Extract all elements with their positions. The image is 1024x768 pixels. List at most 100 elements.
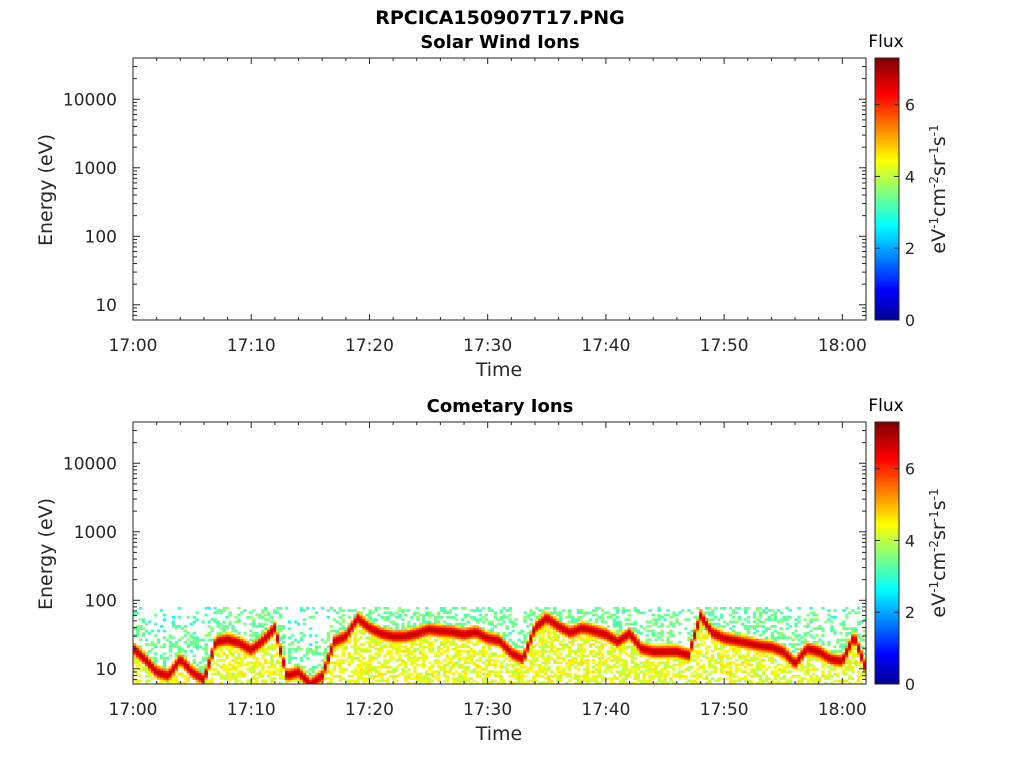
heatmap-cell	[842, 668, 846, 671]
heatmap-cell	[419, 645, 423, 649]
heatmap-cell	[538, 645, 542, 649]
heatmap-cell	[594, 634, 599, 637]
heatmap-cell	[752, 631, 757, 635]
heatmap-cell	[779, 681, 783, 685]
heatmap-cell	[818, 638, 822, 642]
heatmap-cell	[740, 643, 745, 646]
heatmap-cell	[493, 613, 497, 617]
heatmap-cell	[445, 622, 450, 626]
heatmap-cell	[532, 627, 536, 630]
heatmap-cell	[514, 650, 518, 653]
heatmap-cell	[663, 652, 667, 655]
heatmap-cell	[669, 645, 673, 649]
heatmap-cell	[720, 613, 724, 617]
heatmap-cell	[451, 634, 456, 637]
heatmap-cell	[779, 627, 783, 630]
heatmap-cell	[493, 638, 497, 642]
heatmap-cell	[845, 661, 849, 664]
heatmap-cell	[803, 647, 807, 651]
heatmap-cell	[365, 629, 369, 633]
heatmap-cell	[737, 618, 742, 621]
heatmap-cell	[541, 645, 545, 649]
heatmap-cell	[660, 631, 664, 635]
heatmap-cell	[481, 652, 485, 655]
heatmap-cell	[752, 620, 757, 624]
heatmap-cell	[612, 674, 617, 678]
heatmap-cell	[281, 636, 286, 640]
heatmap-cell	[731, 650, 736, 653]
heatmap-cell	[231, 663, 235, 667]
heatmap-cell	[821, 606, 825, 610]
heatmap-cell	[222, 665, 226, 669]
heatmap-cell	[609, 650, 614, 653]
heatmap-cell	[761, 681, 766, 685]
heatmap-cell	[401, 645, 405, 649]
heatmap-cell	[553, 674, 557, 678]
heatmap-cell	[177, 638, 182, 642]
heatmap-cell	[228, 613, 232, 617]
heatmap-cell	[532, 611, 536, 615]
heatmap-cell	[672, 659, 676, 662]
heatmap-cell	[478, 634, 483, 637]
heatmap-cell	[433, 625, 438, 628]
heatmap-cell	[264, 609, 268, 612]
heatmap-cell	[341, 636, 345, 640]
heatmap-cell	[550, 625, 554, 628]
heatmap-cell	[261, 640, 265, 644]
heatmap-cell	[505, 652, 509, 655]
heatmap-cell	[717, 638, 721, 642]
heatmap-cell	[198, 681, 202, 685]
heatmap-cell	[565, 627, 569, 630]
heatmap-cell	[472, 670, 477, 674]
heatmap-cell	[380, 627, 384, 630]
heatmap-cell	[133, 634, 137, 637]
heatmap-cell	[731, 661, 736, 664]
heatmap-cell	[422, 654, 426, 658]
heatmap-cell	[353, 622, 357, 626]
heatmap-cell	[326, 661, 331, 664]
heatmap-cell	[711, 631, 715, 635]
heatmap-cell	[582, 627, 587, 630]
heatmap-cell	[427, 631, 432, 635]
heatmap-cell	[597, 656, 602, 660]
heatmap-cell	[693, 629, 697, 633]
heatmap-cell	[788, 609, 792, 612]
heatmap-cell	[559, 640, 563, 644]
heatmap-cell	[198, 661, 202, 664]
heatmap-cell	[398, 629, 402, 633]
heatmap-cell	[854, 638, 858, 642]
heatmap-cell	[579, 629, 584, 633]
heatmap-cell	[249, 634, 253, 637]
heatmap-cell	[499, 665, 503, 669]
heatmap-cell	[597, 668, 602, 671]
heatmap-cell	[746, 620, 751, 624]
heatmap-cell	[192, 670, 196, 674]
heatmap-cell	[416, 625, 420, 628]
heatmap-cell	[669, 665, 673, 669]
heatmap-cell	[594, 677, 599, 680]
heatmap-cell	[508, 609, 512, 612]
heatmap-cell	[264, 638, 268, 642]
heatmap-cell	[410, 615, 414, 619]
figure-title: RPCICA150907T17.PNG	[375, 7, 625, 29]
heatmap-cell	[535, 659, 539, 662]
heatmap-cell	[571, 627, 575, 630]
heatmap-cell	[702, 636, 706, 640]
heatmap-cell	[711, 659, 715, 662]
heatmap-cell	[743, 679, 748, 683]
heatmap-cell	[770, 672, 775, 676]
heatmap-cell	[597, 640, 602, 644]
heatmap-cell	[609, 677, 614, 680]
heatmap-cell	[377, 670, 381, 674]
heatmap-cell	[788, 652, 792, 655]
heatmap-cell	[150, 640, 155, 644]
heatmap-cell	[231, 659, 235, 662]
heatmap-cell	[779, 647, 783, 651]
heatmap-cell	[854, 643, 858, 646]
heatmap-cell	[231, 629, 235, 633]
heatmap-cell	[550, 640, 554, 644]
heatmap-cell	[532, 622, 536, 626]
heatmap-cell	[192, 654, 196, 658]
heatmap-cell	[380, 634, 384, 637]
heatmap-cell	[782, 674, 786, 678]
